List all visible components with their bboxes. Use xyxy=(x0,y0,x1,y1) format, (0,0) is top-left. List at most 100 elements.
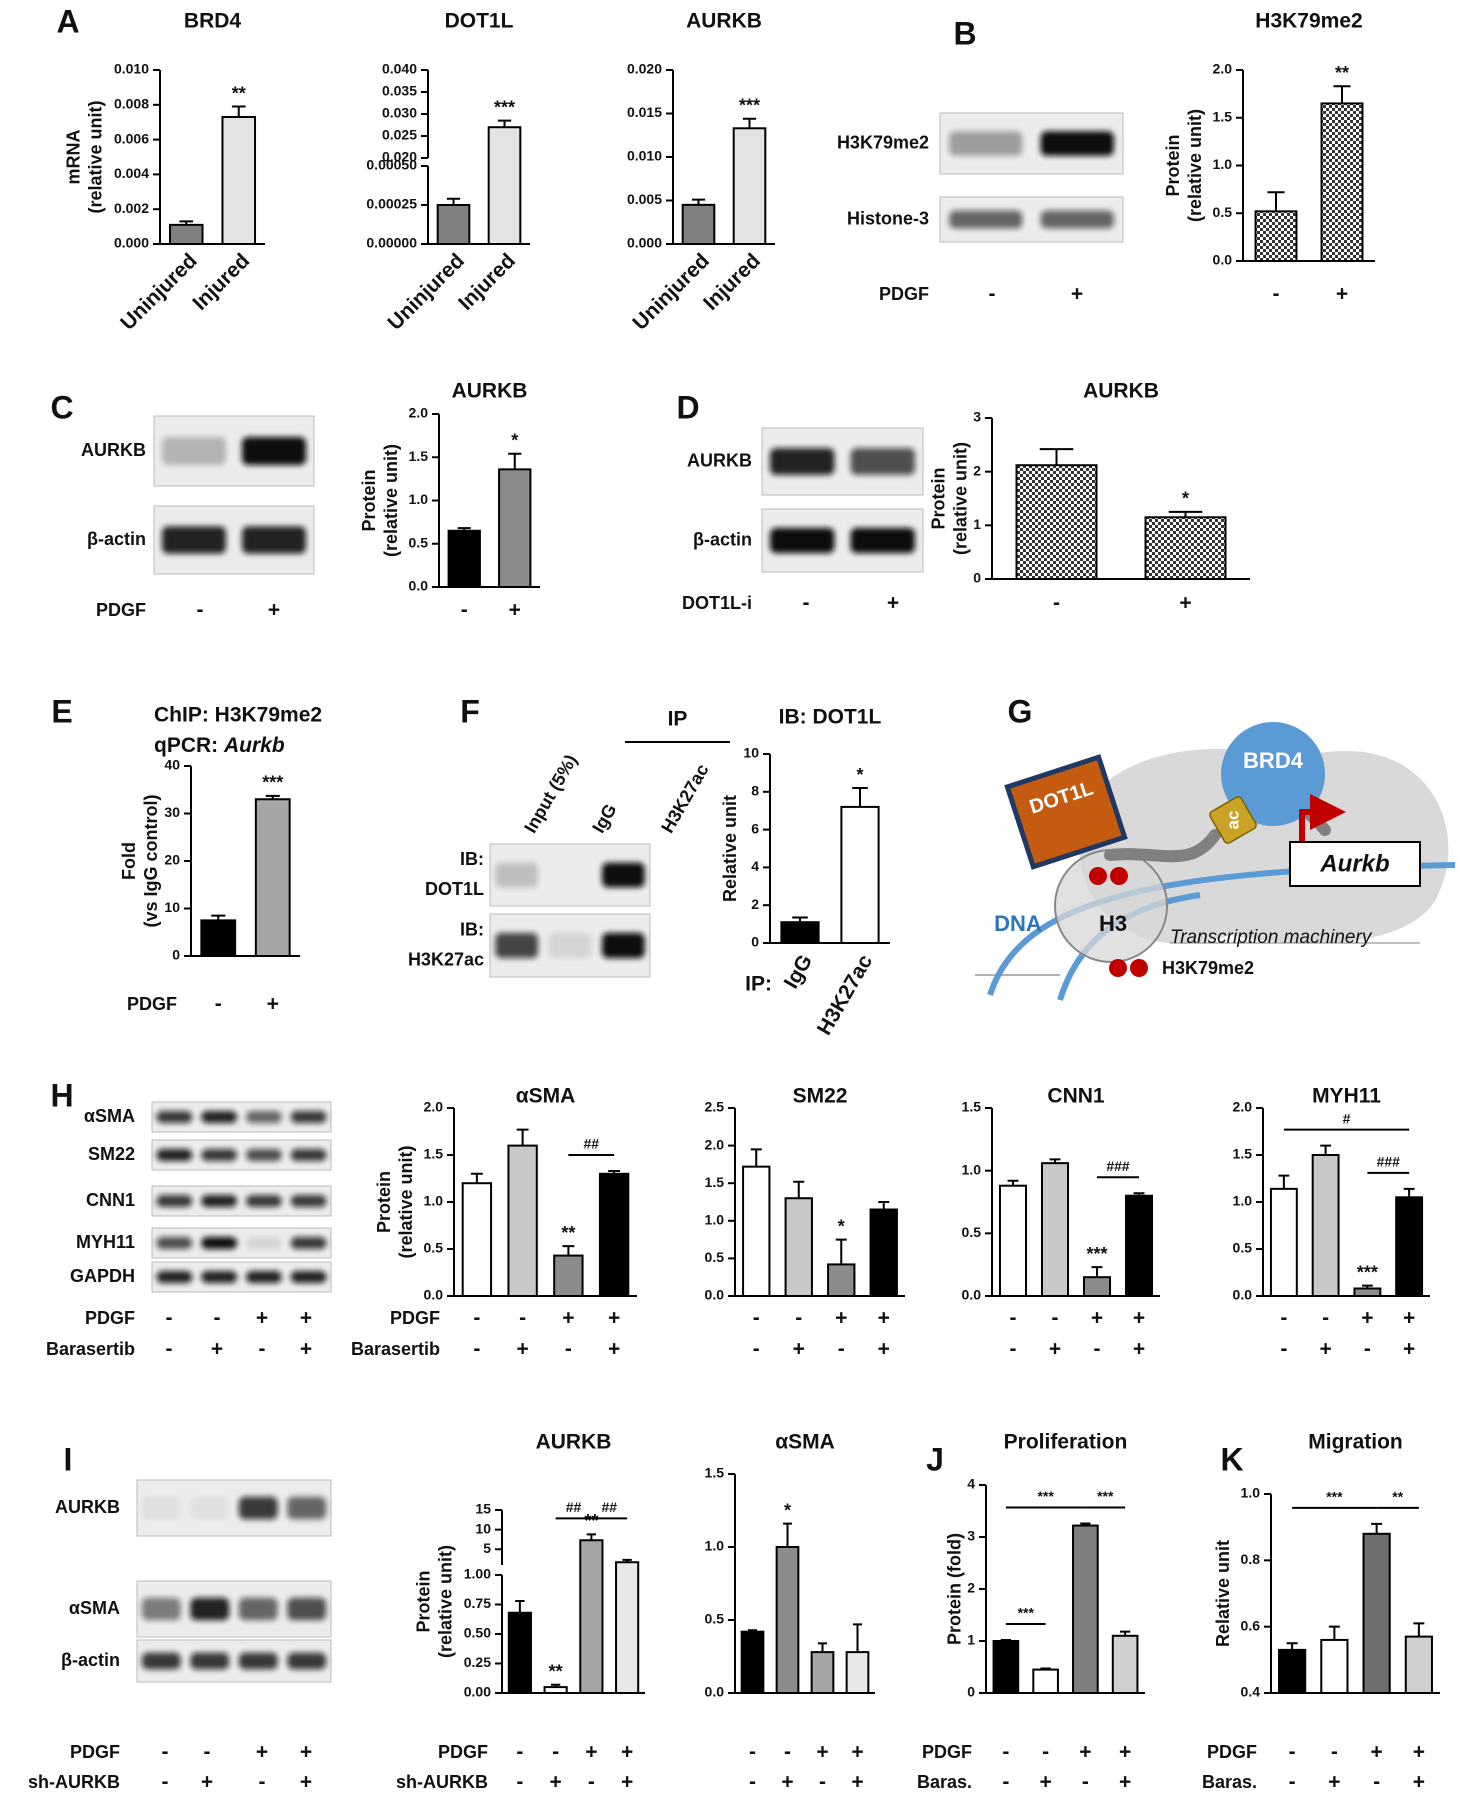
bar xyxy=(1254,210,1298,262)
band xyxy=(287,1652,327,1670)
condition-sign: + xyxy=(1370,1741,1382,1764)
error-bar xyxy=(1286,1642,1298,1650)
y-tick-label: 0 xyxy=(967,1684,975,1700)
bar xyxy=(827,1263,856,1298)
error-bar xyxy=(1091,1266,1103,1278)
y-tick-label: 0.040 xyxy=(382,61,417,77)
y-tick-label: 0.004 xyxy=(114,165,149,181)
y-tick-label: 0 xyxy=(172,947,180,963)
bar xyxy=(845,1651,870,1694)
panel-label: E xyxy=(51,693,72,729)
condition-sign: - xyxy=(1373,1771,1380,1794)
y-tick-label: 2 xyxy=(751,896,759,912)
band xyxy=(949,210,1023,229)
significance: *** xyxy=(1357,1262,1378,1282)
bar xyxy=(740,1630,765,1695)
error-bar xyxy=(1333,85,1351,104)
band xyxy=(162,437,226,465)
condition-sign: - xyxy=(1042,1741,1049,1764)
condition-label: PDGF xyxy=(127,994,177,1014)
band xyxy=(602,932,645,959)
bar xyxy=(1395,1196,1424,1298)
error-bar xyxy=(1007,1179,1019,1186)
condition-sign: - xyxy=(1331,1741,1338,1764)
y-tick-label: 0.025 xyxy=(382,127,417,143)
chart-title: H3K79me2 xyxy=(1255,10,1362,33)
condition-sign: - xyxy=(795,1307,802,1330)
histone xyxy=(1054,849,1168,963)
bar xyxy=(1040,1162,1070,1297)
condition-sign: - xyxy=(565,1338,572,1361)
condition-sign: + xyxy=(1091,1307,1103,1330)
band xyxy=(245,1271,282,1283)
condition-sign: - xyxy=(588,1771,595,1794)
x-tick-label: Uninjured xyxy=(383,249,469,335)
y-tick-label: 0.5 xyxy=(705,1611,725,1627)
chart-title: ChIP: H3K79me2 xyxy=(154,704,322,727)
lane-label: IgG xyxy=(588,800,620,836)
error-bar xyxy=(562,1245,575,1256)
gene-box xyxy=(1289,841,1421,887)
blot-row-label: β-actin xyxy=(693,529,752,549)
error-bar xyxy=(852,1623,863,1653)
y-tick-label: 40 xyxy=(164,757,180,773)
panel-label: K xyxy=(1220,1441,1243,1477)
panel-label: B xyxy=(953,15,976,51)
x-tick-label: Injured xyxy=(188,249,254,315)
condition-sign: - xyxy=(1322,1307,1329,1330)
y-tick-label: 15 xyxy=(475,1501,491,1517)
condition-sign: - xyxy=(166,1307,173,1330)
error-bar xyxy=(497,119,512,128)
y-tick-label: 0.020 xyxy=(382,149,417,165)
band xyxy=(141,1496,181,1520)
significance-label: *** xyxy=(1018,1605,1035,1621)
bar xyxy=(742,1165,771,1297)
panel-label: G xyxy=(1008,693,1033,729)
condition-sign: - xyxy=(753,1338,760,1361)
y-tick-label: 20 xyxy=(164,852,180,868)
dna-label: DNA xyxy=(994,911,1042,936)
y-axis-label: (relative unit) xyxy=(436,1545,456,1658)
y-tick-label: 0.5 xyxy=(962,1224,982,1240)
blot-row-label: Histone-3 xyxy=(847,208,929,228)
condition-sign: + xyxy=(793,1338,805,1361)
methyl-mark xyxy=(1089,867,1107,885)
condition-sign: - xyxy=(1002,1771,1009,1794)
condition-sign: - xyxy=(197,599,204,622)
band xyxy=(245,1111,282,1123)
bar xyxy=(200,919,237,957)
condition-sign: - xyxy=(819,1771,826,1794)
y-tick-label: 0.000 xyxy=(114,235,149,251)
blot-row-label: αSMA xyxy=(69,1598,120,1618)
condition-sign: - xyxy=(162,1771,169,1794)
y-tick-label: 0 xyxy=(751,934,759,950)
blot-row-label: GAPDH xyxy=(70,1266,135,1286)
band xyxy=(290,1237,327,1249)
condition-label: PDGF xyxy=(96,600,146,620)
y-axis-label: Protein xyxy=(928,467,948,529)
band xyxy=(238,1496,278,1520)
condition-sign: + xyxy=(1319,1338,1331,1361)
error-bar xyxy=(446,197,461,205)
y-axis-label: Protein xyxy=(359,469,379,531)
y-tick-label: 0.50 xyxy=(464,1625,491,1641)
blot-row-label: IB: xyxy=(460,919,484,939)
panel-label: F xyxy=(460,693,480,729)
y-tick-label: 1.5 xyxy=(409,448,429,464)
condition-sign: - xyxy=(803,592,810,615)
condition-sign: + xyxy=(300,1307,312,1330)
condition-sign: - xyxy=(214,1307,221,1330)
chart-title: AURKB xyxy=(1083,380,1159,403)
error-bar xyxy=(750,1148,762,1167)
blot-row-label: MYH11 xyxy=(76,1232,135,1252)
y-tick-label: 0.0 xyxy=(705,1287,725,1303)
blot-row-label: SM22 xyxy=(88,1144,135,1164)
condition-sign: - xyxy=(784,1741,791,1764)
condition-sign: - xyxy=(204,1741,211,1764)
condition-sign: + xyxy=(1403,1338,1415,1361)
y-tick-label: 1.0 xyxy=(1213,156,1233,172)
methyl-mark xyxy=(1110,867,1128,885)
condition-sign: - xyxy=(215,993,222,1016)
chart-title: AURKB xyxy=(536,1431,612,1454)
